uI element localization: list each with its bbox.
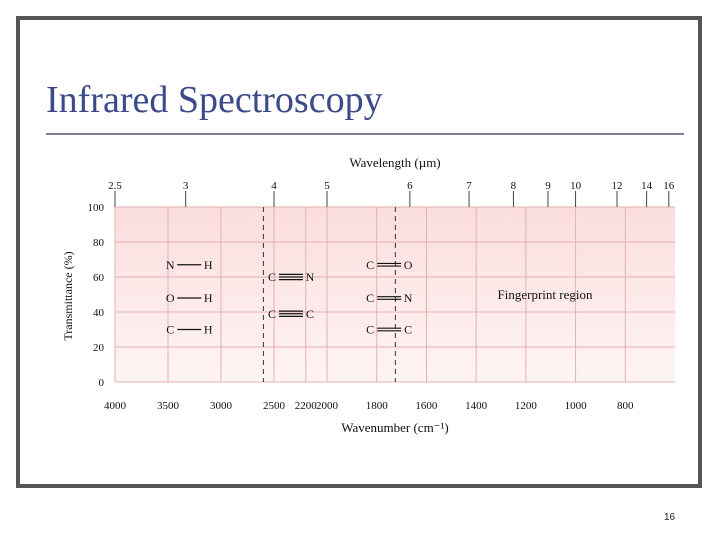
bottom-tick-label: 3000 xyxy=(210,400,233,412)
slide-title: Infrared Spectroscopy xyxy=(46,79,383,121)
bond-atom-left: C xyxy=(366,291,374,305)
bond-atom-right: H xyxy=(204,291,213,305)
top-tick-label: 5 xyxy=(324,180,330,192)
top-tick-label: 6 xyxy=(407,180,413,192)
top-tick-label: 8 xyxy=(511,180,517,192)
bottom-tick-label: 2500 xyxy=(263,400,286,412)
axis-ticks: 4000 3500 3000 2500 2200 2000 1800 1600 1400 1200… xyxy=(88,180,675,412)
region-dividers xyxy=(262,207,396,382)
bond-atom-right: O xyxy=(404,258,413,272)
y-tick-label: 20 xyxy=(93,342,105,354)
top-tick-label: 4 xyxy=(271,180,277,192)
bond-atom-left: C xyxy=(268,270,276,284)
bottom-tick-label: 1800 xyxy=(366,400,389,412)
page-number: 16 xyxy=(664,512,676,523)
bottom-tick-label: 1600 xyxy=(415,400,438,412)
top-tick-label: 7 xyxy=(466,180,472,192)
top-tick-label: 9 xyxy=(545,180,551,192)
y-tick-label: 0 xyxy=(99,377,105,389)
bond-atom-right: H xyxy=(204,323,213,337)
bottom-tick-label: 1400 xyxy=(465,400,488,412)
fingerprint-region-label: Fingerprint region xyxy=(498,287,593,302)
y-tick-label: 60 xyxy=(93,272,105,284)
title-underline xyxy=(46,133,684,135)
top-tick-label: 16 xyxy=(663,180,675,192)
top-tick-label: 12 xyxy=(612,180,623,192)
bond-atom-left: C xyxy=(366,323,374,337)
bottom-tick-label: 1000 xyxy=(565,400,588,412)
bottom-tick-label: 3500 xyxy=(157,400,180,412)
bottom-tick-label: 2000 xyxy=(316,400,339,412)
top-tick-label: 14 xyxy=(641,180,653,192)
bond-atom-right: C xyxy=(404,323,412,337)
top-tick-label: 10 xyxy=(570,180,582,192)
y-axis-label: Transmittance (%) xyxy=(61,251,75,340)
bottom-tick-label: 2200 xyxy=(295,400,318,412)
bottom-axis-label: Wavenumber (cm⁻¹) xyxy=(341,420,449,435)
bottom-tick-label: 4000 xyxy=(104,400,127,412)
y-tick-label: 40 xyxy=(93,307,105,319)
top-tick-label: 2.5 xyxy=(108,180,122,192)
bond-labels: N HO HC HC NC CC OC NC C xyxy=(166,258,413,337)
bond-atom-right: H xyxy=(204,258,213,272)
bond-atom-left: N xyxy=(166,258,175,272)
y-tick-label: 100 xyxy=(88,202,105,214)
bottom-tick-label: 800 xyxy=(617,400,634,412)
bottom-tick-label: 1200 xyxy=(515,400,538,412)
bond-atom-left: O xyxy=(166,291,175,305)
bond-atom-left: C xyxy=(366,258,374,272)
bond-atom-left: C xyxy=(166,323,174,337)
bond-atom-right: N xyxy=(306,270,315,284)
top-tick-label: 3 xyxy=(183,180,189,192)
bond-atom-right: N xyxy=(404,291,413,305)
top-axis-label: Wavelength (µm) xyxy=(349,155,440,170)
bond-atom-right: C xyxy=(306,307,314,321)
bond-atom-left: C xyxy=(268,307,276,321)
y-tick-label: 80 xyxy=(93,237,105,249)
